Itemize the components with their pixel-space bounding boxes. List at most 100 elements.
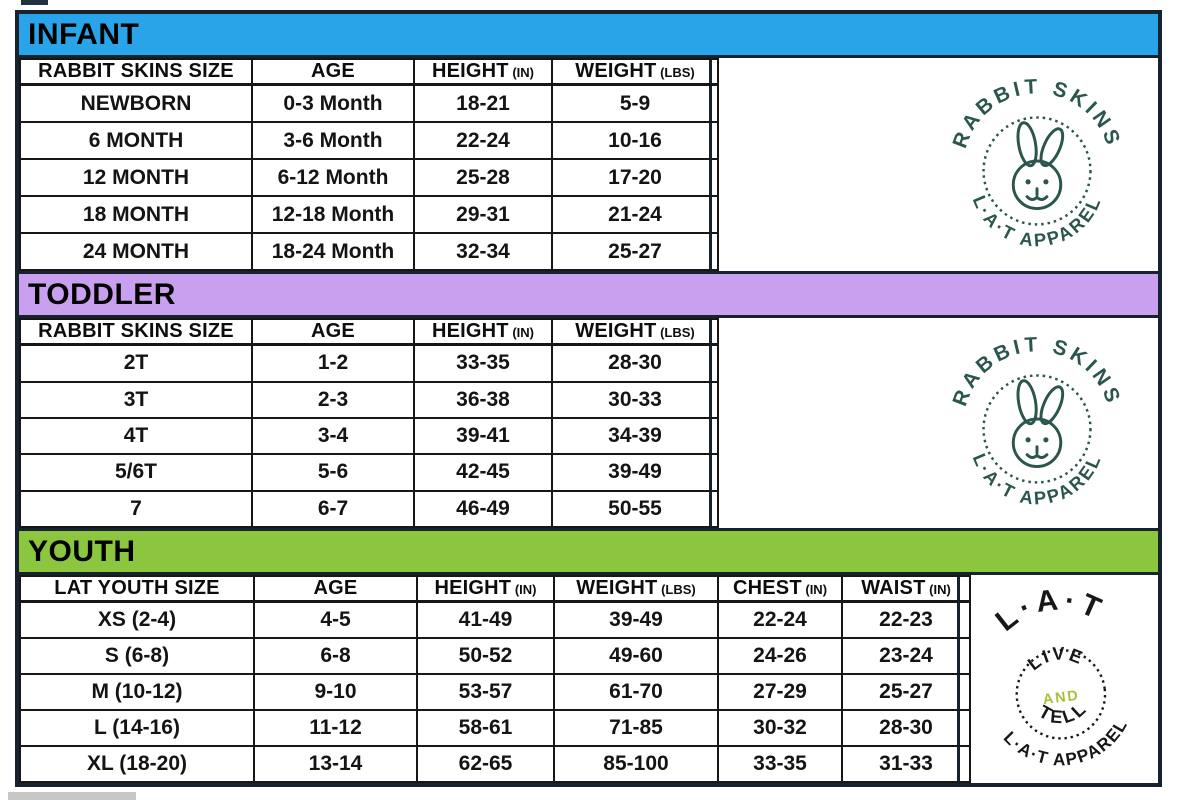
size-cell: L (14-16)	[19, 709, 255, 747]
column-header: WEIGHT (LBS)	[551, 318, 719, 346]
youth-table-wrap: LAT YOUTH SIZE AGE HEIGHT (IN) WEIGHT (LBS)…	[19, 575, 971, 783]
size-cell: 0-3 Month	[251, 83, 415, 124]
size-row: 12 MONTH 6-12 Month 25-28 17-20	[19, 158, 719, 198]
section-infant: INFANT RABBIT SKINS SIZE AGE HEIGHT (IN) WE…	[19, 14, 1158, 271]
size-cell: 34-39	[551, 416, 719, 456]
size-row: 6 MONTH 3-6 Month 22-24 10-16	[19, 121, 719, 161]
size-cell: 30-33	[551, 380, 719, 419]
scrollbar-fragment	[8, 792, 136, 800]
column-header: LAT YOUTH SIZE	[19, 575, 255, 603]
size-cell: 39-49	[551, 453, 719, 492]
size-cell: 61-70	[553, 673, 719, 712]
size-cell: 12-18 Month	[251, 195, 415, 235]
youth-size-table: LAT YOUTH SIZE AGE HEIGHT (IN) WEIGHT (LBS)…	[19, 575, 971, 783]
size-cell: 3-4	[251, 416, 415, 456]
image-edge-artifact	[21, 0, 48, 5]
size-cell: XS (2-4)	[19, 600, 255, 640]
rabbit-skins-logo: RABBIT SKINS L·A·T APPAREL	[712, 318, 1158, 528]
size-row: L (14-16) 11-12 58-61 71-85 30-32 28-30	[19, 709, 971, 747]
logo-arc-top-text: RABBIT SKINS	[948, 75, 1125, 151]
section-title: TODDLER	[28, 277, 176, 311]
size-cell: 21-24	[551, 195, 719, 235]
rabbit-skins-logo: RABBIT SKINS L·A·T APPAREL	[712, 58, 1158, 271]
size-cell: 5-9	[551, 83, 719, 124]
size-row: XL (18-20) 13-14 62-65 85-100 33-35 31-33	[19, 745, 971, 783]
size-row: 2T 1-2 33-35 28-30	[19, 343, 719, 383]
section-content: RABBIT SKINS SIZE AGE HEIGHT (IN) WEIGHT (L…	[19, 318, 1158, 529]
header-row: RABBIT SKINS SIZE AGE HEIGHT (IN) WEIGHT (L…	[19, 318, 719, 346]
size-cell: 17-20	[551, 158, 719, 198]
size-row: 4T 3-4 39-41 34-39	[19, 416, 719, 456]
column-header: WEIGHT (LBS)	[551, 58, 719, 86]
size-cell: 30-32	[717, 709, 843, 747]
size-cell: 1-2	[251, 343, 415, 383]
size-cell: 3T	[19, 380, 253, 419]
size-cell: 33-35	[717, 745, 843, 783]
section-title: INFANT	[28, 17, 140, 51]
column-header: HEIGHT (IN)	[416, 575, 555, 603]
size-cell: 6-12 Month	[251, 158, 415, 198]
toddler-size-table: RABBIT SKINS SIZE AGE HEIGHT (IN) WEIGHT (L…	[19, 318, 719, 529]
column-header: CHEST (IN)	[717, 575, 843, 603]
logo-arc-top-text: RABBIT SKINS	[948, 333, 1125, 409]
section-youth: YOUTH LAT YOUTH SIZE AGE HEIGHT (IN) WEIGHT…	[19, 528, 1158, 783]
column-header: AGE	[253, 575, 418, 603]
size-cell: 7	[19, 489, 253, 529]
size-cell: 12 MONTH	[19, 158, 253, 198]
logo-dotted-circle	[982, 115, 1092, 226]
size-cell: NEWBORN	[19, 83, 253, 124]
column-header: HEIGHT (IN)	[413, 58, 553, 86]
size-cell: 22-24	[717, 600, 843, 640]
size-cell: M (10-12)	[19, 673, 255, 712]
header-row: RABBIT SKINS SIZE AGE HEIGHT (IN) WEIGHT (L…	[19, 58, 719, 86]
size-cell: 2T	[19, 343, 253, 383]
rabbit-skins-logo-graphic: RABBIT SKINS L·A·T APPAREL	[948, 75, 1125, 250]
column-header: AGE	[251, 58, 415, 86]
size-cell: 6 MONTH	[19, 121, 253, 161]
size-cell: 49-60	[553, 637, 719, 676]
column-header: WEIGHT (LBS)	[553, 575, 719, 603]
size-cell: 62-65	[416, 745, 555, 783]
infant-size-table: RABBIT SKINS SIZE AGE HEIGHT (IN) WEIGHT (L…	[19, 58, 719, 271]
rabbit-skins-logo-graphic: RABBIT SKINS L·A·T APPAREL	[948, 333, 1125, 508]
size-row: S (6-8) 6-8 50-52 49-60 24-26 23-24	[19, 637, 971, 676]
column-header: HEIGHT (IN)	[413, 318, 553, 346]
size-cell: 11-12	[253, 709, 418, 747]
size-cell: 58-61	[416, 709, 555, 747]
logo-dotted-circle	[982, 374, 1092, 484]
size-row: 3T 2-3 36-38 30-33	[19, 380, 719, 419]
size-cell: 28-30	[551, 343, 719, 383]
size-cell: 85-100	[553, 745, 719, 783]
size-cell: 2-3	[251, 380, 415, 419]
size-row: 5/6T 5-6 42-45 39-49	[19, 453, 719, 492]
size-cell: 6-7	[251, 489, 415, 529]
size-cell: 18-21	[413, 83, 553, 124]
size-cell: XL (18-20)	[19, 745, 255, 783]
size-row: NEWBORN 0-3 Month 18-21 5-9	[19, 83, 719, 124]
size-cell: 33-35	[413, 343, 553, 383]
size-cell: 50-52	[416, 637, 555, 676]
size-cell: 28-30	[841, 709, 971, 747]
size-cell: 32-34	[413, 232, 553, 271]
size-cell: 42-45	[413, 453, 553, 492]
column-header: RABBIT SKINS SIZE	[19, 58, 253, 86]
size-row: 24 MONTH 18-24 Month 32-34 25-27	[19, 232, 719, 271]
section-title: YOUTH	[28, 534, 136, 568]
size-cell: 23-24	[841, 637, 971, 676]
size-cell: 22-24	[413, 121, 553, 161]
infant-table-wrap: RABBIT SKINS SIZE AGE HEIGHT (IN) WEIGHT (L…	[19, 58, 719, 271]
column-header: AGE	[251, 318, 415, 346]
lat-logo-graphic: L·A·T LIVE AND TELL L·A·T APPAREL	[987, 583, 1136, 775]
size-cell: 13-14	[253, 745, 418, 783]
logo-arc-bottom-text: L·A·T APPAREL	[969, 450, 1106, 508]
size-cell: 4T	[19, 416, 253, 456]
size-cell: 25-28	[413, 158, 553, 198]
size-cell: 18 MONTH	[19, 195, 253, 235]
size-cell: 39-49	[553, 600, 719, 640]
lat-and-text: AND	[1042, 688, 1081, 708]
section-header-toddler: TODDLER	[19, 271, 1158, 318]
section-toddler: TODDLER RABBIT SKINS SIZE AGE HEIGHT (IN) W…	[19, 271, 1158, 529]
section-content: RABBIT SKINS SIZE AGE HEIGHT (IN) WEIGHT (L…	[19, 58, 1158, 271]
size-cell: 36-38	[413, 380, 553, 419]
